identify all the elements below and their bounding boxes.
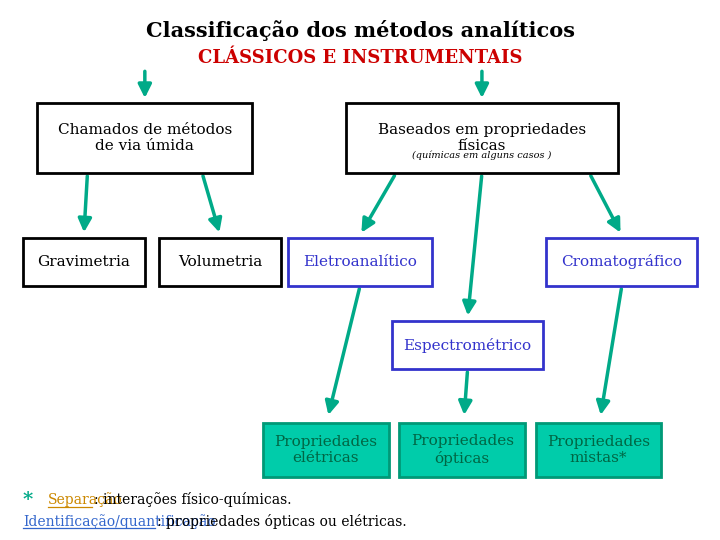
- Text: Identificação/quantificação: Identificação/quantificação: [23, 514, 215, 529]
- Text: Espectrométrico: Espectrométrico: [403, 338, 531, 353]
- FancyBboxPatch shape: [288, 238, 432, 286]
- FancyBboxPatch shape: [159, 238, 281, 286]
- FancyBboxPatch shape: [264, 423, 389, 477]
- Text: : interações físico-químicas.: : interações físico-químicas.: [94, 492, 292, 508]
- Text: (químicas em alguns casos ): (químicas em alguns casos ): [413, 151, 552, 160]
- FancyBboxPatch shape: [392, 321, 543, 369]
- Text: Gravimetria: Gravimetria: [37, 255, 130, 269]
- FancyBboxPatch shape: [23, 238, 145, 286]
- FancyBboxPatch shape: [346, 104, 618, 173]
- Text: *: *: [23, 491, 33, 509]
- Text: Propriedades
mistas*: Propriedades mistas*: [547, 435, 650, 465]
- Text: Chamados de métodos
de via úmida: Chamados de métodos de via úmida: [58, 123, 232, 153]
- Text: Propriedades
elétricas: Propriedades elétricas: [274, 435, 377, 465]
- Text: Separação: Separação: [48, 492, 122, 508]
- FancyBboxPatch shape: [37, 104, 253, 173]
- Text: Eletroanalítico: Eletroanalítico: [303, 255, 417, 269]
- Text: : propriedades ópticas ou elétricas.: : propriedades ópticas ou elétricas.: [157, 514, 406, 529]
- FancyBboxPatch shape: [400, 423, 525, 477]
- FancyBboxPatch shape: [546, 238, 697, 286]
- Text: Classificação dos métodos analíticos: Classificação dos métodos analíticos: [145, 21, 575, 42]
- Text: CLÁSSICOS E INSTRUMENTAIS: CLÁSSICOS E INSTRUMENTAIS: [198, 49, 522, 67]
- Text: Cromatográfico: Cromatográfico: [562, 254, 683, 269]
- Text: Propriedades
ópticas: Propriedades ópticas: [410, 434, 513, 465]
- Text: Baseados em propriedades
físicas: Baseados em propriedades físicas: [378, 123, 586, 153]
- Text: Volumetria: Volumetria: [178, 255, 262, 269]
- FancyBboxPatch shape: [536, 423, 661, 477]
